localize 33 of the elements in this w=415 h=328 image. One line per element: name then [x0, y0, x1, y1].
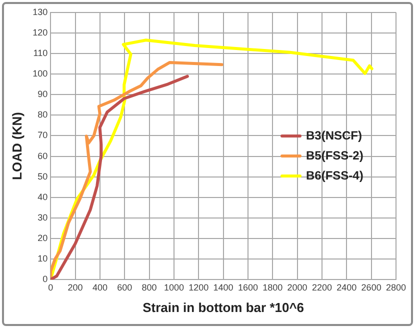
y-tick-label: 10	[38, 254, 48, 264]
x-axis-title: Strain in bottom bar *10^6	[142, 300, 304, 315]
y-axis-title: LOAD (KN)	[9, 112, 24, 180]
legend-label: B5(FSS-2)	[306, 148, 364, 162]
x-tick-label: 1600	[238, 282, 258, 292]
x-tick-label: 2200	[312, 282, 332, 292]
x-tick-label: 400	[92, 282, 108, 292]
y-tick-label: 0	[42, 274, 48, 284]
x-tick-label: 1400	[213, 282, 234, 292]
x-tick-label: 2400	[336, 282, 357, 292]
y-tick-label: 80	[38, 110, 48, 120]
y-tick-label: 30	[38, 212, 48, 222]
x-tick-label: 2600	[361, 282, 382, 292]
x-tick-label: 1800	[262, 282, 283, 292]
y-tick-label: 120	[32, 27, 48, 38]
y-tick-label: 40	[38, 192, 48, 202]
x-tick-label: 1200	[188, 282, 209, 292]
x-tick-label: 2800	[386, 282, 406, 292]
legend-label: B3(NSCF)	[306, 128, 362, 142]
y-tick-label: 60	[38, 150, 48, 161]
x-tick-label: 800	[142, 282, 157, 292]
legend-label: B6(FSS-4)	[306, 168, 364, 182]
y-tick-label: 20	[38, 232, 48, 243]
y-tick-label: 130	[32, 6, 48, 17]
x-tick-label: 600	[117, 282, 132, 292]
y-tick-label: 110	[33, 48, 48, 58]
y-tick-label: 90	[38, 89, 48, 100]
x-tick-label: 2000	[287, 282, 308, 292]
y-tick-label: 70	[38, 130, 48, 140]
y-tick-label: 100	[32, 68, 48, 79]
x-tick-label: 1000	[164, 282, 184, 292]
x-tick-label: 200	[68, 282, 83, 292]
y-tick-label: 50	[38, 171, 48, 182]
